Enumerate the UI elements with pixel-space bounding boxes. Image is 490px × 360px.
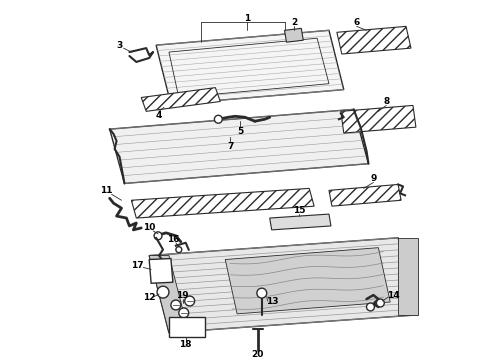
Text: 20: 20 xyxy=(252,350,264,359)
Circle shape xyxy=(157,286,169,298)
Polygon shape xyxy=(110,109,368,184)
Text: 15: 15 xyxy=(293,206,306,215)
Text: 18: 18 xyxy=(179,340,192,349)
Circle shape xyxy=(257,288,267,298)
Text: 5: 5 xyxy=(237,127,243,136)
Circle shape xyxy=(171,300,181,310)
Text: 4: 4 xyxy=(156,111,162,120)
Text: 17: 17 xyxy=(131,261,144,270)
Polygon shape xyxy=(169,317,205,337)
Polygon shape xyxy=(398,238,418,315)
Polygon shape xyxy=(225,248,390,314)
Polygon shape xyxy=(285,28,303,42)
Text: 13: 13 xyxy=(267,297,279,306)
Text: 8: 8 xyxy=(383,97,390,106)
Circle shape xyxy=(179,308,189,318)
Polygon shape xyxy=(149,258,173,283)
Polygon shape xyxy=(270,214,331,230)
Circle shape xyxy=(214,115,222,123)
Text: 11: 11 xyxy=(100,186,113,195)
Text: 14: 14 xyxy=(387,291,399,300)
Polygon shape xyxy=(341,105,416,133)
Text: 9: 9 xyxy=(370,174,377,183)
Polygon shape xyxy=(337,26,411,54)
Polygon shape xyxy=(131,188,314,218)
Circle shape xyxy=(367,303,374,311)
Text: 12: 12 xyxy=(143,293,155,302)
Text: 7: 7 xyxy=(227,143,233,152)
Circle shape xyxy=(154,232,162,240)
Circle shape xyxy=(176,247,182,253)
Text: 3: 3 xyxy=(117,41,122,50)
Text: 2: 2 xyxy=(291,18,297,27)
Polygon shape xyxy=(141,87,220,111)
Text: 1: 1 xyxy=(244,14,250,23)
Text: 10: 10 xyxy=(143,224,155,233)
Polygon shape xyxy=(149,238,418,333)
Polygon shape xyxy=(156,30,344,104)
Polygon shape xyxy=(149,256,189,333)
Text: 6: 6 xyxy=(353,18,360,27)
Circle shape xyxy=(376,299,384,307)
Text: 16: 16 xyxy=(167,235,179,244)
Circle shape xyxy=(185,296,195,306)
Text: 19: 19 xyxy=(176,291,189,300)
Polygon shape xyxy=(329,184,401,206)
